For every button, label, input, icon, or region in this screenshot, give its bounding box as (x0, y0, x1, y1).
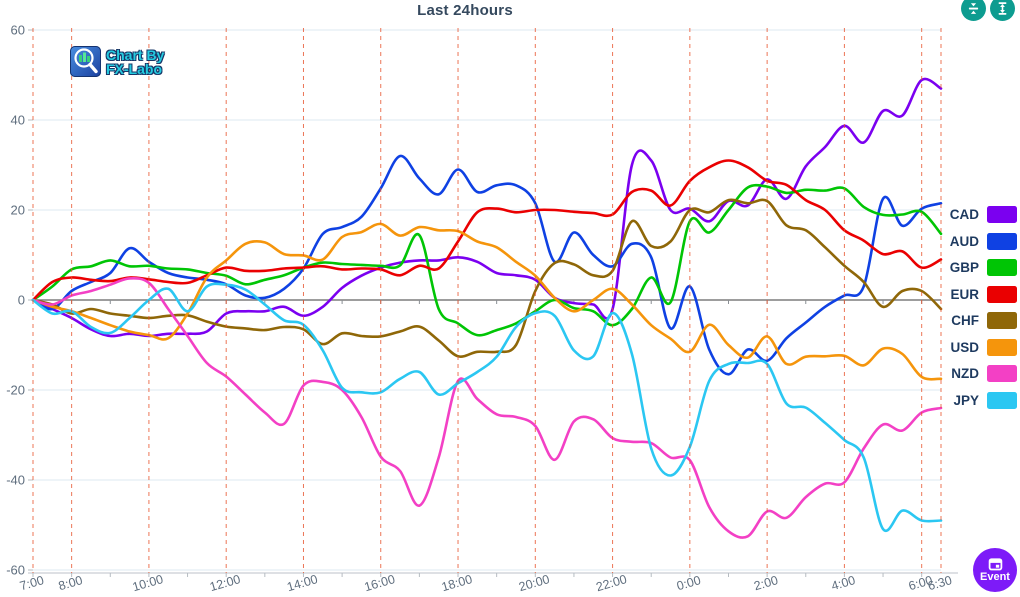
legend-swatch (987, 259, 1017, 276)
y-tick-label: 60 (11, 23, 25, 38)
y-tick-label: 0 (18, 293, 25, 308)
legend-item-gbp[interactable]: GBP (950, 259, 1017, 276)
logo-text: Chart By FX-Labo (106, 48, 164, 76)
legend-label: NZD (951, 366, 979, 381)
legend-swatch (987, 232, 1017, 250)
legend-swatch (987, 206, 1017, 223)
legend-label: GBP (949, 260, 979, 275)
legend-item-cad[interactable]: CAD (950, 206, 1017, 223)
y-tick-label: -60 (6, 563, 25, 578)
legend-item-nzd[interactable]: NZD (950, 365, 1017, 382)
legend-swatch (987, 285, 1017, 303)
x-tick-label: 22:00 (595, 572, 629, 594)
legend-swatch (987, 391, 1017, 409)
y-tick-label: 20 (11, 203, 25, 218)
series-line-eur (31, 159, 943, 302)
legend-label: USD (950, 339, 979, 355)
legend-item-aud[interactable]: AUD (949, 232, 1017, 250)
x-tick-label: 2:00 (752, 573, 779, 593)
x-tick-label: 10:00 (131, 572, 165, 594)
expand-vertical-button[interactable] (990, 0, 1015, 21)
y-tick-label: -20 (6, 383, 25, 398)
legend-label: CAD (949, 207, 979, 222)
legend-label: CHF (951, 313, 979, 328)
y-tick-label: -40 (6, 473, 25, 488)
legend-swatch (987, 365, 1017, 382)
x-tick-label: 8:00 (57, 573, 84, 593)
legend-label: EUR (950, 286, 979, 302)
legend-swatch (987, 312, 1017, 329)
legend-item-jpy[interactable]: JPY (950, 391, 1017, 409)
event-button-label: Event (980, 571, 1010, 583)
legend-swatch (987, 338, 1017, 356)
x-tick-label: 6:30 (926, 573, 953, 593)
collapse-vertical-button[interactable] (961, 0, 986, 21)
series-line-gbp (31, 183, 943, 337)
y-tick-label: 40 (11, 113, 25, 128)
legend-item-eur[interactable]: EUR (950, 285, 1017, 303)
legend-item-usd[interactable]: USD (950, 338, 1017, 356)
legend-label: JPY (953, 392, 979, 408)
logo-line-2: FX-Labo (106, 60, 162, 77)
logo-line-1: Chart By (106, 46, 165, 63)
x-tick-label: 6:00 (907, 573, 934, 593)
event-button[interactable]: Event (973, 548, 1017, 592)
series-line-jpy (31, 282, 943, 533)
collapse-vertical-icon (968, 3, 979, 14)
x-tick-label: 4:00 (830, 573, 857, 593)
fx-labo-logo: Chart By FX-Labo (70, 46, 164, 77)
legend-label: AUD (949, 233, 979, 249)
x-tick-label: 20:00 (517, 572, 551, 594)
series-line-nzd (31, 276, 943, 539)
chart-title: Last 24hours (417, 2, 513, 19)
legend-item-chf[interactable]: CHF (950, 312, 1017, 329)
calendar-icon (988, 558, 1002, 571)
legend: CAD AUD GBP EUR CHF USD NZD JPY (950, 206, 1017, 418)
expand-vertical-icon (998, 2, 1007, 15)
x-tick-label: 7:00 (18, 573, 45, 593)
series-line-usd (31, 222, 943, 381)
x-tick-label: 18:00 (440, 572, 474, 594)
x-tick-label: 0:00 (675, 573, 702, 593)
magnifier-chart-icon (70, 46, 101, 77)
series-line-aud (31, 154, 943, 376)
x-tick-label: 16:00 (363, 572, 397, 594)
x-tick-label: 14:00 (285, 572, 319, 594)
x-tick-label: 12:00 (208, 572, 242, 594)
